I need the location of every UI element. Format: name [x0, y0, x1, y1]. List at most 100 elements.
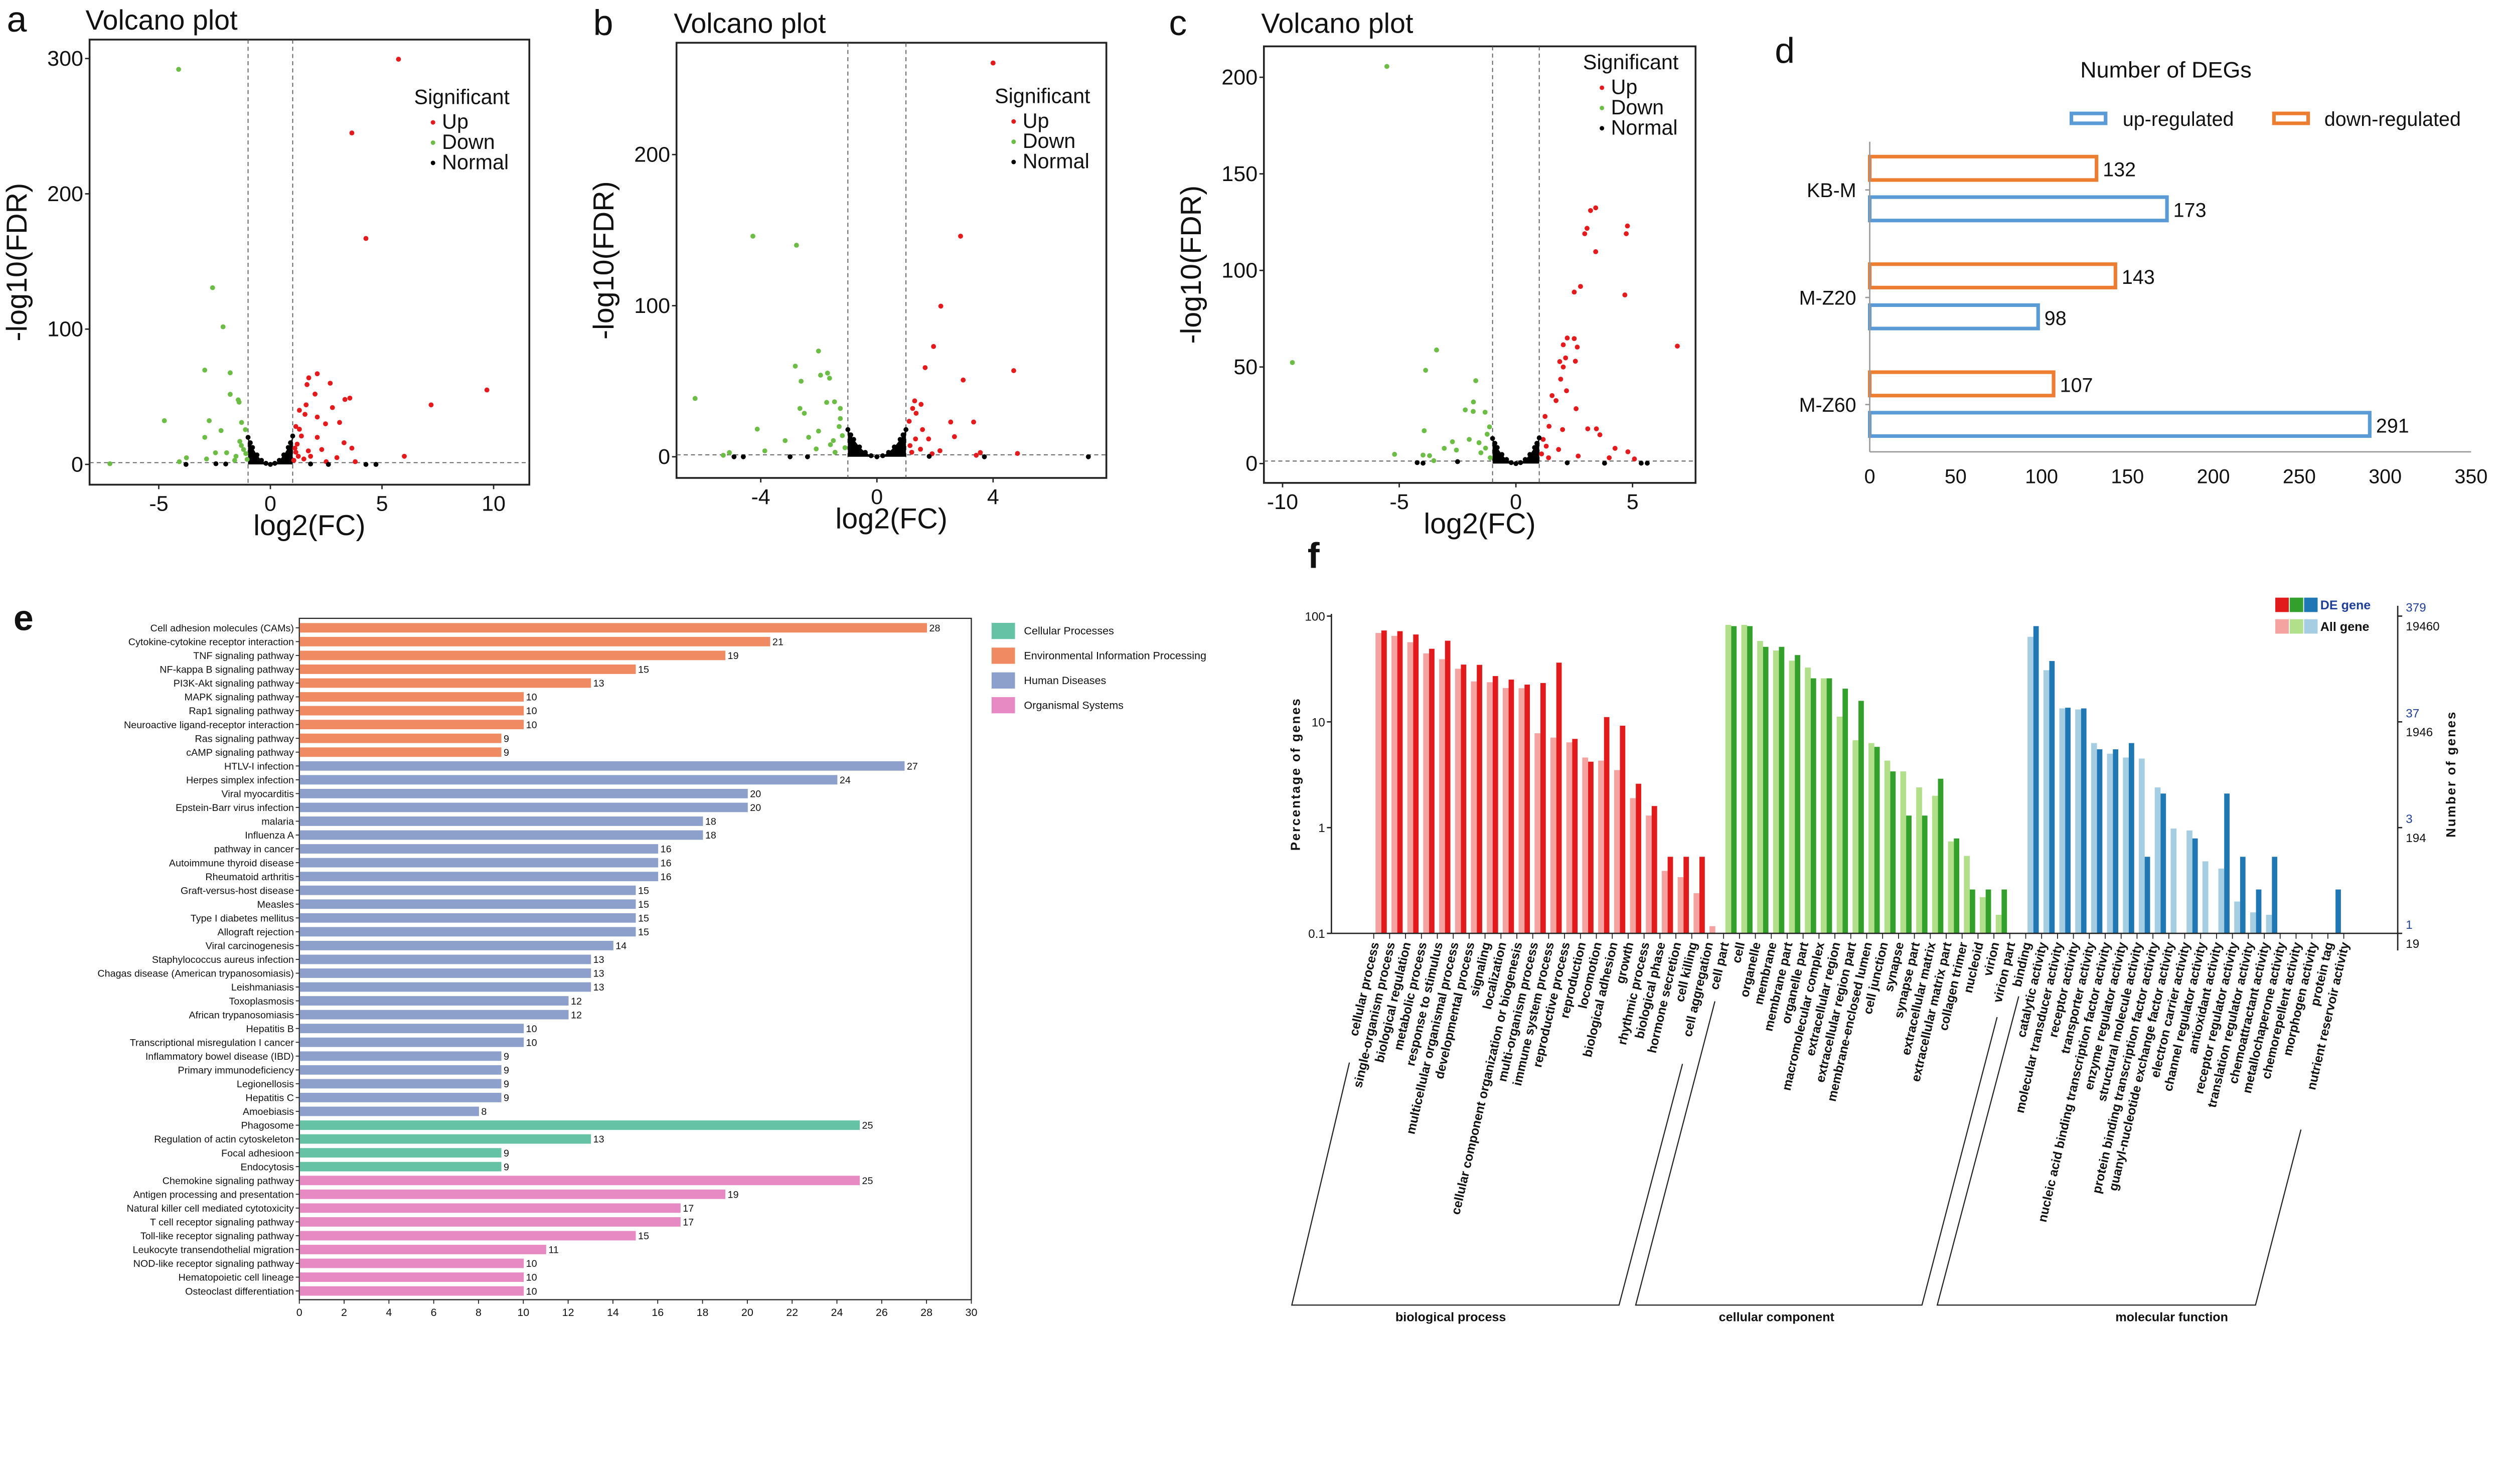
bar-de-gene	[1445, 640, 1451, 934]
data-point-up	[931, 344, 936, 349]
bar-de-gene	[1795, 655, 1800, 934]
legend-swatch-up-regulated	[2069, 111, 2108, 125]
legend-label: Down	[1611, 96, 1664, 119]
data-point-down	[210, 285, 215, 290]
bar-value-label: 13	[593, 678, 604, 689]
data-point-normal	[1494, 445, 1500, 450]
bar-all-gene	[1805, 668, 1811, 934]
data-point-down	[228, 370, 233, 376]
data-point-down	[692, 396, 698, 401]
data-point-down	[1392, 451, 1397, 457]
bar-all-gene	[1630, 798, 1636, 934]
data-point-up	[296, 426, 302, 432]
category-label: NF-kappa B signaling pathway	[160, 665, 294, 676]
bar-de-gene	[1826, 678, 1832, 934]
bar-value-label: 15	[638, 1231, 649, 1242]
bar-down-regulated	[1867, 262, 2117, 289]
bar	[299, 1065, 502, 1075]
data-point-down	[793, 364, 798, 369]
bar-all-gene	[1741, 624, 1748, 934]
data-point-up	[913, 411, 919, 416]
bar-all-gene	[1550, 737, 1556, 934]
data-point-down	[224, 450, 229, 455]
bar	[299, 1203, 681, 1213]
data-point-normal	[845, 427, 851, 432]
bar-de-gene	[1556, 663, 1562, 934]
x-tick-label: 4	[987, 485, 999, 509]
y2-axis-label: Number of genes	[2443, 711, 2458, 838]
bar-all-gene	[2154, 787, 2161, 934]
bar	[299, 1162, 502, 1172]
bar-value-label: 11	[548, 1245, 559, 1256]
bar	[299, 1245, 546, 1254]
data-point-up	[1563, 355, 1569, 361]
x-tick-label: 50	[1945, 466, 1967, 488]
data-point-up	[301, 456, 306, 462]
data-point-normal	[886, 450, 891, 455]
bar-up-regulated	[1867, 195, 2169, 223]
bar-all-gene	[1725, 624, 1732, 934]
data-point-up	[349, 445, 355, 451]
category-label: Viral myocarditis	[222, 789, 294, 800]
bar-de-gene	[1938, 778, 1944, 934]
data-point-down	[1423, 368, 1429, 373]
bar-all-gene	[1884, 760, 1891, 934]
data-point-normal	[1455, 459, 1460, 464]
data-point-up	[428, 402, 434, 408]
data-point-normal	[863, 450, 868, 455]
data-point-up	[1573, 359, 1578, 364]
bar	[299, 788, 748, 798]
bar-all-gene	[1375, 633, 1381, 934]
category-label: Natural killer cell mediated cytotoxicit…	[127, 1203, 294, 1214]
data-point-up	[319, 447, 325, 452]
data-point-up	[1622, 292, 1628, 298]
bar-all-gene	[1646, 815, 1652, 934]
bar	[299, 1231, 636, 1241]
bar-all-gene	[1820, 678, 1827, 934]
bar-value-label: 24	[840, 775, 851, 786]
bar-all-gene	[1789, 661, 1795, 934]
bar-up-regulated	[1867, 411, 2372, 438]
data-point-down	[818, 373, 823, 378]
data-point-up	[302, 412, 307, 417]
data-point-down	[1463, 407, 1468, 413]
data-point-normal	[285, 445, 291, 450]
data-point-up	[306, 375, 311, 381]
bar-down-regulated	[1867, 370, 2056, 398]
legend-label: Normal	[1611, 116, 1678, 139]
bar-all-gene	[1455, 669, 1461, 934]
data-point-down	[1484, 431, 1490, 437]
category-label: Inflammatory bowel disease (IBD)	[145, 1051, 294, 1062]
bar-de-gene	[1636, 783, 1641, 934]
bar-de-gene	[1461, 665, 1467, 934]
bar-value-label: 10	[526, 1258, 537, 1269]
data-point-down	[816, 348, 821, 354]
legend-marker-down	[430, 140, 435, 145]
category-label: Type I diabetes mellitus	[191, 913, 294, 924]
bar-de-gene	[1731, 626, 1737, 934]
category-label: Chagas disease (American trypanosomiasis…	[97, 968, 294, 979]
legend-title: Significant	[414, 85, 510, 108]
x-tick-label: 150	[2111, 466, 2144, 488]
category-label: Hematopoietic cell lineage	[179, 1272, 294, 1283]
bar-all-gene	[2139, 758, 2145, 934]
bar	[299, 830, 703, 840]
data-point-up	[298, 433, 304, 439]
bar-all-gene	[1407, 642, 1414, 934]
data-point-up	[938, 303, 944, 309]
data-point-down	[1482, 409, 1488, 415]
x-tick-label: 24	[831, 1306, 843, 1318]
bar	[299, 802, 748, 812]
category-label: Phagosome	[241, 1120, 294, 1131]
data-point-down	[239, 420, 244, 425]
bar	[299, 1106, 479, 1116]
x-axis-label: log2(FC)	[1424, 508, 1535, 540]
category-label: Antigen processing and presentation	[133, 1189, 294, 1200]
bar-all-gene	[2075, 709, 2081, 934]
data-point-down	[1422, 428, 1427, 433]
bar-de-gene	[2049, 661, 2055, 934]
bar-all-gene	[1677, 877, 1684, 934]
data-point-up	[312, 391, 318, 397]
category-label: African trypanosomiasis	[189, 1010, 294, 1021]
bar-value-label: 15	[638, 899, 649, 910]
